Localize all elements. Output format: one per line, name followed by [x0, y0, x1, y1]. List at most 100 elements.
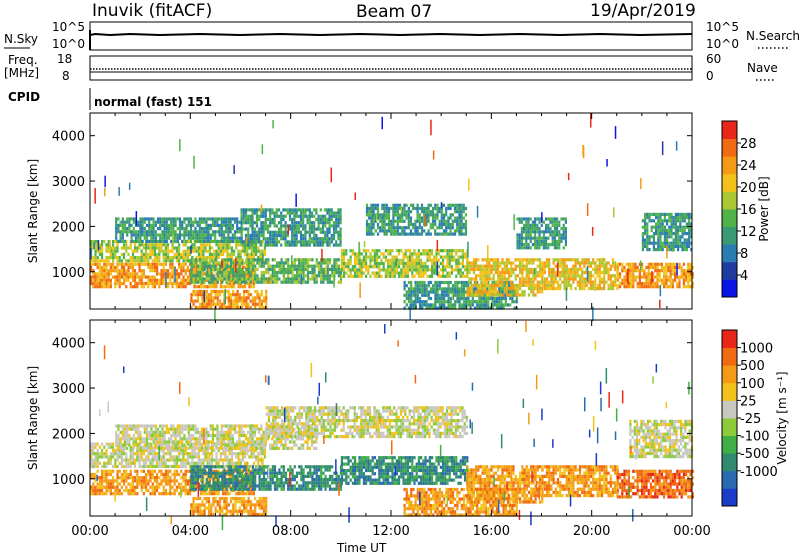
echo-cell	[438, 306, 441, 310]
echo-cell	[105, 488, 108, 493]
echo-cell	[434, 216, 437, 220]
echo-cell	[130, 233, 133, 237]
echo-cell	[249, 233, 252, 238]
echo-cell	[240, 214, 243, 218]
echo-cell	[156, 252, 159, 256]
echo-cell	[424, 271, 427, 275]
echo-cell	[223, 293, 226, 297]
echo-cell	[509, 303, 512, 307]
echo-cell	[354, 274, 357, 278]
echo-cell	[681, 228, 684, 232]
echo-cell	[116, 262, 119, 266]
echo-cell	[324, 261, 327, 265]
echo-cell	[254, 280, 257, 284]
echo-cell	[134, 239, 138, 243]
echo-cell	[682, 262, 685, 266]
speckle-echo	[128, 182, 131, 190]
echo-cell	[448, 249, 451, 253]
echo-cell	[114, 269, 117, 273]
speckle-echo	[203, 290, 205, 303]
echo-cell	[140, 281, 143, 286]
echo-cell	[536, 287, 539, 291]
echo-cell	[94, 252, 97, 256]
echo-cell	[445, 222, 448, 227]
echo-cell	[120, 479, 123, 483]
echo-cell	[242, 240, 245, 244]
echo-cell	[391, 249, 394, 253]
echo-cell	[262, 221, 265, 225]
echo-cell	[486, 258, 489, 262]
echo-cell	[145, 275, 148, 279]
echo-cell	[94, 275, 97, 279]
echo-cell	[186, 246, 189, 250]
echo-cell	[424, 252, 427, 256]
echo-cell	[632, 275, 635, 279]
echo-cell	[194, 233, 197, 237]
echo-cell	[423, 206, 426, 211]
echo-cell	[434, 232, 437, 236]
echo-cell	[132, 233, 135, 237]
echo-cell	[260, 211, 263, 215]
echo-cell	[349, 258, 352, 262]
speckle-echo	[533, 268, 536, 275]
echo-cell	[605, 267, 608, 271]
echo-cell	[229, 239, 232, 243]
echo-cell	[237, 285, 240, 289]
echo-cell	[552, 277, 555, 281]
echo-cell	[460, 232, 463, 236]
echo-cell	[241, 249, 244, 253]
echo-cell	[428, 255, 431, 259]
echo-cell	[237, 256, 240, 260]
echo-cell	[552, 261, 555, 265]
echo-cell	[162, 252, 165, 256]
echo-cell	[424, 249, 427, 253]
echo-cell	[238, 227, 241, 231]
echo-cell	[105, 476, 108, 480]
echo-cell	[578, 283, 582, 287]
echo-cell	[456, 290, 459, 294]
echo-cell	[553, 233, 556, 237]
echo-cell	[547, 217, 550, 221]
echo-cell	[201, 258, 204, 262]
echo-cell	[460, 222, 463, 227]
echo-cell	[677, 235, 680, 239]
echo-cell	[534, 233, 537, 237]
echo-cell	[381, 206, 384, 211]
echo-cell	[167, 252, 170, 256]
echo-cell	[372, 226, 375, 230]
echo-cell	[666, 235, 669, 239]
echo-cell	[210, 296, 213, 300]
echo-cell	[92, 262, 95, 266]
echo-cell	[131, 482, 134, 486]
echo-cell	[302, 208, 305, 212]
echo-cell	[431, 268, 434, 272]
echo-cell	[174, 220, 177, 224]
echo-cell	[163, 230, 166, 234]
echo-cell	[315, 237, 318, 241]
echo-cell	[585, 277, 588, 281]
echo-cell	[449, 216, 452, 220]
echo-cell	[652, 238, 655, 242]
echo-cell	[382, 252, 385, 256]
echo-cell	[450, 255, 453, 259]
echo-cell	[328, 243, 331, 247]
echo-cell	[449, 306, 452, 310]
echo-cell	[118, 281, 121, 286]
echo-cell	[534, 217, 537, 221]
echo-cell	[663, 219, 666, 223]
echo-cell	[444, 265, 447, 269]
echo-cell	[116, 485, 119, 489]
echo-cell	[473, 306, 477, 310]
echo-cell	[370, 219, 373, 223]
echo-cell	[429, 213, 432, 217]
echo-cell	[302, 280, 305, 284]
echo-cell	[402, 268, 405, 272]
echo-cell	[161, 239, 164, 243]
echo-cell	[429, 222, 432, 227]
echo-cell	[558, 230, 561, 234]
echo-cell	[107, 479, 110, 483]
echo-cell	[362, 261, 365, 266]
echo-cell	[456, 280, 459, 285]
echo-cell	[335, 211, 338, 215]
echo-cell	[534, 223, 537, 227]
